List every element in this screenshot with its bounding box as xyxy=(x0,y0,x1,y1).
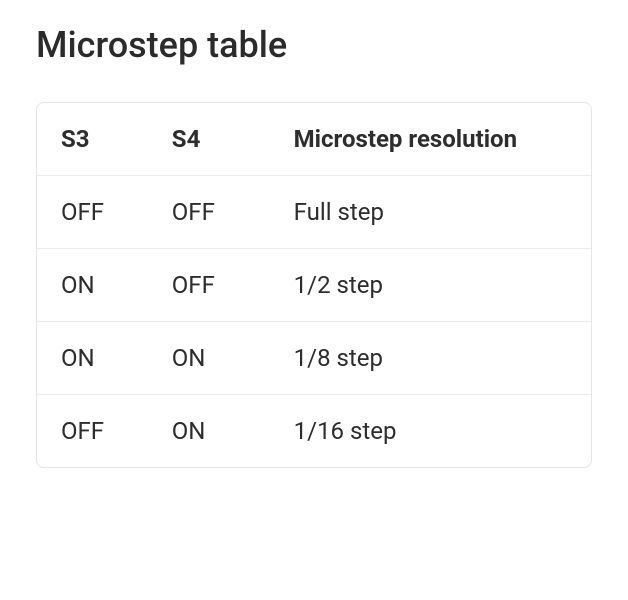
table-row: OFF OFF Full step xyxy=(37,176,591,249)
page-title: Microstep table xyxy=(36,24,592,66)
cell-resolution: 1/2 step xyxy=(270,249,591,322)
table-row: ON OFF 1/2 step xyxy=(37,249,591,322)
cell-s4: OFF xyxy=(148,249,270,322)
cell-s4: ON xyxy=(148,322,270,395)
cell-s4: ON xyxy=(148,395,270,468)
microstep-table: S3 S4 Microstep resolution OFF OFF Full … xyxy=(37,103,591,467)
table-row: ON ON 1/8 step xyxy=(37,322,591,395)
col-header-s3: S3 xyxy=(37,103,148,176)
table-header-row: S3 S4 Microstep resolution xyxy=(37,103,591,176)
table-row: OFF ON 1/16 step xyxy=(37,395,591,468)
cell-s3: ON xyxy=(37,322,148,395)
cell-s4: OFF xyxy=(148,176,270,249)
cell-resolution: Full step xyxy=(270,176,591,249)
cell-resolution: 1/16 step xyxy=(270,395,591,468)
col-header-resolution: Microstep resolution xyxy=(270,103,591,176)
cell-s3: OFF xyxy=(37,176,148,249)
col-header-s4: S4 xyxy=(148,103,270,176)
cell-s3: OFF xyxy=(37,395,148,468)
cell-s3: ON xyxy=(37,249,148,322)
microstep-table-container: S3 S4 Microstep resolution OFF OFF Full … xyxy=(36,102,592,468)
cell-resolution: 1/8 step xyxy=(270,322,591,395)
